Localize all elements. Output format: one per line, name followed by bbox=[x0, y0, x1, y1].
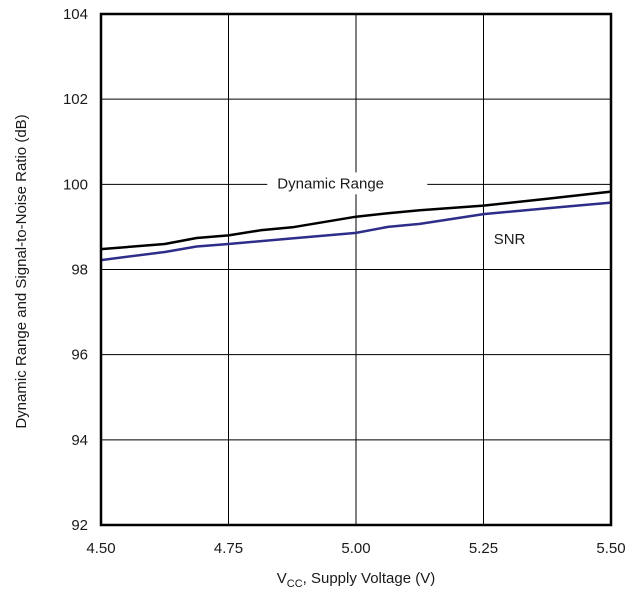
x-axis-title: VCC, Supply Voltage (V) bbox=[277, 570, 435, 590]
dynamic-range-label-bg bbox=[267, 172, 428, 195]
x-axis-title-rest: , Supply Voltage (V) bbox=[303, 570, 436, 587]
x-tick-label: 5.50 bbox=[596, 540, 625, 557]
y-tick-label: 98 bbox=[71, 262, 88, 279]
series-line-snr bbox=[100, 201, 612, 262]
series-line-dynamic-range bbox=[100, 190, 612, 251]
y-tick-label: 102 bbox=[63, 91, 88, 108]
grid bbox=[100, 13, 612, 526]
y-tick-labels: 92 94 96 98 100 102 104 bbox=[63, 6, 88, 534]
x-tick-label: 4.50 bbox=[86, 540, 115, 557]
x-tick-label: 5.00 bbox=[341, 540, 370, 557]
x-axis-title-main: V bbox=[277, 570, 287, 587]
series-layer bbox=[100, 190, 612, 262]
x-axis-title-subscript: CC bbox=[287, 578, 303, 590]
plot-frame bbox=[99, 12, 613, 527]
y-tick-label: 100 bbox=[63, 176, 88, 193]
x-tick-label: 5.25 bbox=[469, 540, 498, 557]
snr-label: SNR bbox=[494, 231, 526, 248]
x-tick-labels: 4.50 4.75 5.00 5.25 5.50 bbox=[86, 540, 625, 557]
x-tick-label: 4.75 bbox=[214, 540, 243, 557]
y-tick-label: 96 bbox=[71, 347, 88, 364]
y-tick-label: 92 bbox=[71, 517, 88, 534]
annotation-layer: Dynamic Range SNR bbox=[267, 172, 526, 248]
dynamic-range-label: Dynamic Range bbox=[277, 175, 384, 192]
y-axis-title: Dynamic Range and Signal-to-Noise Ratio … bbox=[13, 114, 30, 428]
y-tick-label: 104 bbox=[63, 6, 88, 23]
y-tick-label: 94 bbox=[71, 432, 88, 449]
